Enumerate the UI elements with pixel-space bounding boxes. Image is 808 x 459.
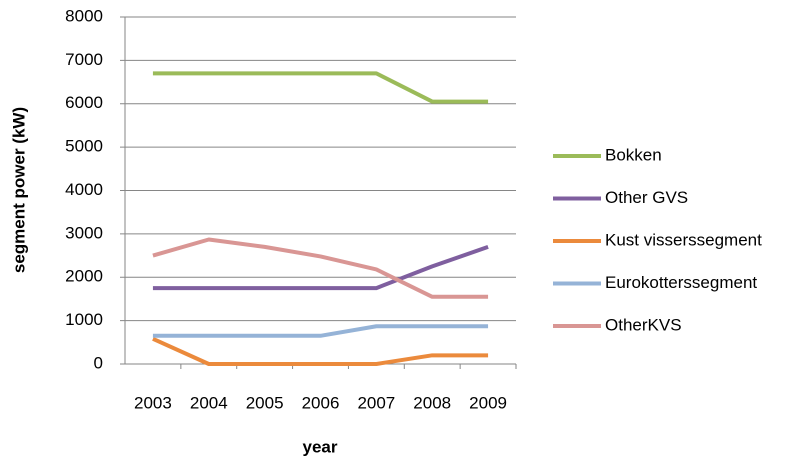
x-tick-label: 2006 (302, 393, 340, 412)
x-tick-label: 2005 (246, 393, 284, 412)
legend-label: Kust visserssegment (605, 230, 762, 249)
y-tick-label: 7000 (65, 50, 103, 69)
y-tick-label: 0 (94, 353, 103, 372)
y-tick-label: 3000 (65, 223, 103, 242)
y-tick-label: 2000 (65, 267, 103, 286)
series-line (152, 71, 489, 104)
y-tick-label: 6000 (65, 93, 103, 112)
x-tick-label: 2009 (469, 393, 507, 412)
x-tick-label: 2004 (190, 393, 228, 412)
legend-label: Eurokotterssegment (605, 273, 757, 292)
series-line (152, 237, 489, 299)
x-axis-title: year (303, 437, 338, 456)
x-tick-label: 2007 (357, 393, 395, 412)
series-line (152, 324, 489, 338)
series-line (152, 337, 489, 366)
y-tick-label: 5000 (65, 137, 103, 156)
x-tick-label: 2003 (134, 393, 172, 412)
legend-label: OtherKVS (605, 315, 682, 334)
series-line (152, 244, 489, 291)
y-tick-label: 8000 (65, 6, 103, 25)
x-tick-label: 2008 (413, 393, 451, 412)
legend-label: Bokken (605, 145, 662, 164)
legend-label: Other GVS (605, 188, 688, 207)
y-axis-title: segment power (kW) (9, 107, 28, 273)
y-tick-label: 4000 (65, 180, 103, 199)
y-tick-label: 1000 (65, 310, 103, 329)
